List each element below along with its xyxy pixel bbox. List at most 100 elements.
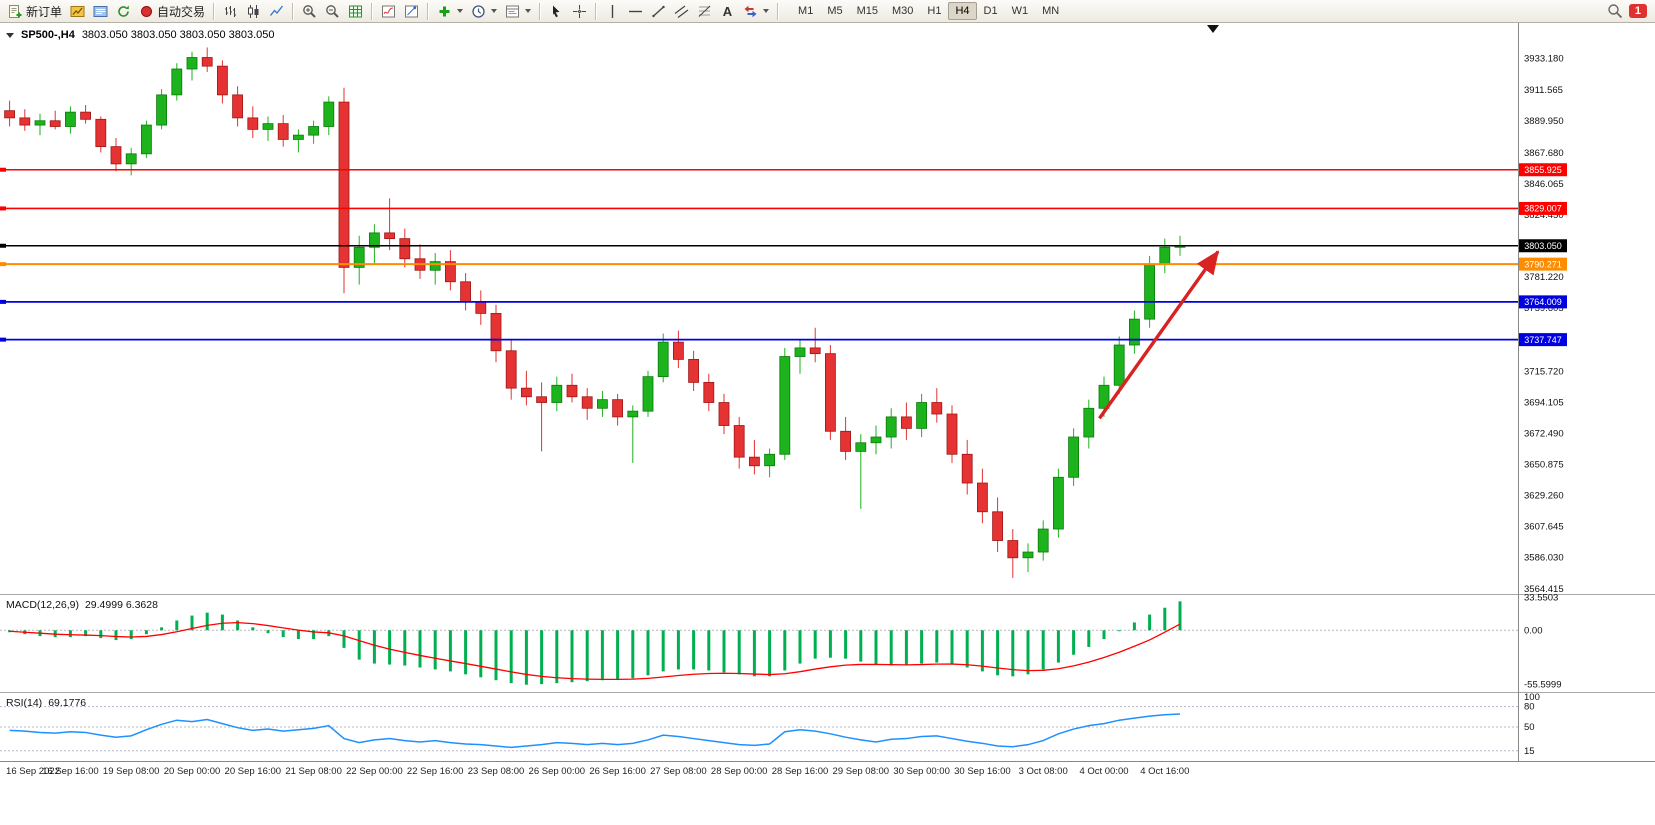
timeframe-group: M1 M5 M15 M30 H1 H4 D1 W1 MN: [791, 2, 1066, 20]
market-watch-button[interactable]: [89, 1, 112, 21]
new-order-button[interactable]: 新订单: [4, 1, 66, 21]
horizontal-line-object[interactable]: [0, 262, 1518, 267]
candle: [855, 434, 867, 509]
toolbar-separator: [213, 2, 216, 20]
grid-button[interactable]: [344, 1, 367, 21]
arrows-button[interactable]: [739, 1, 773, 21]
period-button[interactable]: [467, 1, 501, 21]
text-icon: A: [720, 4, 735, 19]
candle: [885, 408, 897, 449]
zoom-out-icon: [325, 4, 340, 19]
candle: [140, 120, 152, 159]
autotrading-button[interactable]: 自动交易: [135, 1, 209, 21]
new-chart-button[interactable]: [66, 1, 89, 21]
timeframe-d1[interactable]: D1: [977, 2, 1005, 20]
timeframe-h1[interactable]: H1: [920, 2, 948, 20]
svg-text:3790.271: 3790.271: [1524, 259, 1562, 269]
bar-chart-button[interactable]: [219, 1, 242, 21]
price-tick-label: 3846.065: [1524, 179, 1564, 190]
svg-text:3803.050: 3803.050: [1524, 241, 1562, 251]
candle: [733, 416, 745, 469]
zoom-out-button[interactable]: [321, 1, 344, 21]
candle: [703, 373, 715, 412]
horizontal-line-object[interactable]: [0, 167, 1518, 172]
date-label: 30 Sep 00:00: [893, 766, 950, 777]
candle: [794, 339, 806, 374]
candle: [1037, 520, 1049, 561]
search-icon[interactable]: [1607, 3, 1623, 19]
chart-shift-marker-icon[interactable]: [1207, 25, 1219, 33]
refresh-button[interactable]: [112, 1, 135, 21]
text-button[interactable]: A: [716, 1, 739, 21]
candle: [551, 376, 563, 412]
candle: [642, 370, 654, 417]
svg-text:3764.009: 3764.009: [1524, 297, 1562, 307]
trend-arrow[interactable]: [1098, 250, 1220, 420]
hline-icon: [628, 4, 643, 19]
candle: [475, 290, 487, 325]
timeframe-m5[interactable]: M5: [820, 2, 849, 20]
horizontal-line-object[interactable]: [0, 299, 1518, 304]
date-label: 26 Sep 00:00: [529, 766, 586, 777]
candle: [65, 106, 76, 134]
candlestick-chart-button[interactable]: [242, 1, 265, 21]
notification-badge[interactable]: 1: [1628, 4, 1647, 18]
timeframe-w1[interactable]: W1: [1005, 2, 1036, 20]
indicators-icon: [381, 4, 396, 19]
toolbar: 新订单 自动交易 A M1 M5 M15 M30 H1 H4 D1 W1 MN 1: [0, 0, 1655, 23]
cursor-button[interactable]: [545, 1, 568, 21]
candle: [444, 250, 456, 291]
price-badge: 3829.007: [1519, 201, 1567, 215]
line-left-anchor: [0, 167, 6, 172]
cursor-icon: [549, 4, 564, 19]
candle: [1083, 399, 1095, 449]
template-button[interactable]: [501, 1, 535, 21]
date-label: 19 Sep 08:00: [103, 766, 160, 777]
horizontal-line-button[interactable]: [624, 1, 647, 21]
candle: [353, 235, 365, 285]
toolbar-separator: [595, 2, 598, 20]
autotrading-button-label: 自动交易: [157, 4, 206, 19]
toolbar-separator: [539, 2, 542, 20]
add-indicator-button[interactable]: [433, 1, 467, 21]
candle: [292, 129, 304, 153]
fibonacci-button[interactable]: [693, 1, 716, 21]
timeframe-mn[interactable]: MN: [1035, 2, 1066, 20]
timeframe-h4[interactable]: H4: [948, 2, 977, 20]
objects-list-button[interactable]: [400, 1, 423, 21]
autotrading-icon: [139, 4, 154, 19]
timeframe-m1[interactable]: M1: [791, 2, 820, 20]
panel-separators[interactable]: [0, 23, 1655, 762]
candle: [384, 198, 396, 251]
arrows-icon: [743, 4, 758, 19]
indicators-window-button[interactable]: [377, 1, 400, 21]
line-left-anchor: [0, 243, 6, 248]
vertical-line-button[interactable]: [601, 1, 624, 21]
timeframe-m15[interactable]: M15: [850, 2, 885, 20]
price-tick-label: 3672.490: [1524, 428, 1564, 439]
symbol-dropdown-icon[interactable]: [6, 32, 14, 38]
line-chart-button[interactable]: [265, 1, 288, 21]
candle: [961, 439, 973, 495]
horizontal-line-object[interactable]: [0, 206, 1518, 211]
date-label: 22 Sep 16:00: [407, 766, 464, 777]
candle: [1068, 428, 1079, 486]
channel-button[interactable]: [670, 1, 693, 21]
add-indicator-icon: [437, 4, 452, 19]
price-axis[interactable]: 3933.180 3911.565 3889.950 3867.680 3846.065…: [1524, 54, 1564, 595]
horizontal-line-object[interactable]: [0, 337, 1518, 342]
svg-text:3737.747: 3737.747: [1524, 335, 1562, 345]
timeframe-m30[interactable]: M30: [885, 2, 920, 20]
candle: [262, 116, 274, 141]
price-tick-label: 3933.180: [1524, 54, 1564, 65]
crosshair-button[interactable]: [568, 1, 591, 21]
trendline-icon: [651, 4, 666, 19]
channel-icon: [674, 4, 689, 19]
candle: [581, 388, 593, 420]
horizontal-line-object[interactable]: [0, 243, 1518, 248]
zoom-in-button[interactable]: [298, 1, 321, 21]
trendline-button[interactable]: [647, 1, 670, 21]
candle: [323, 96, 335, 136]
toolbar-separator: [427, 2, 430, 20]
